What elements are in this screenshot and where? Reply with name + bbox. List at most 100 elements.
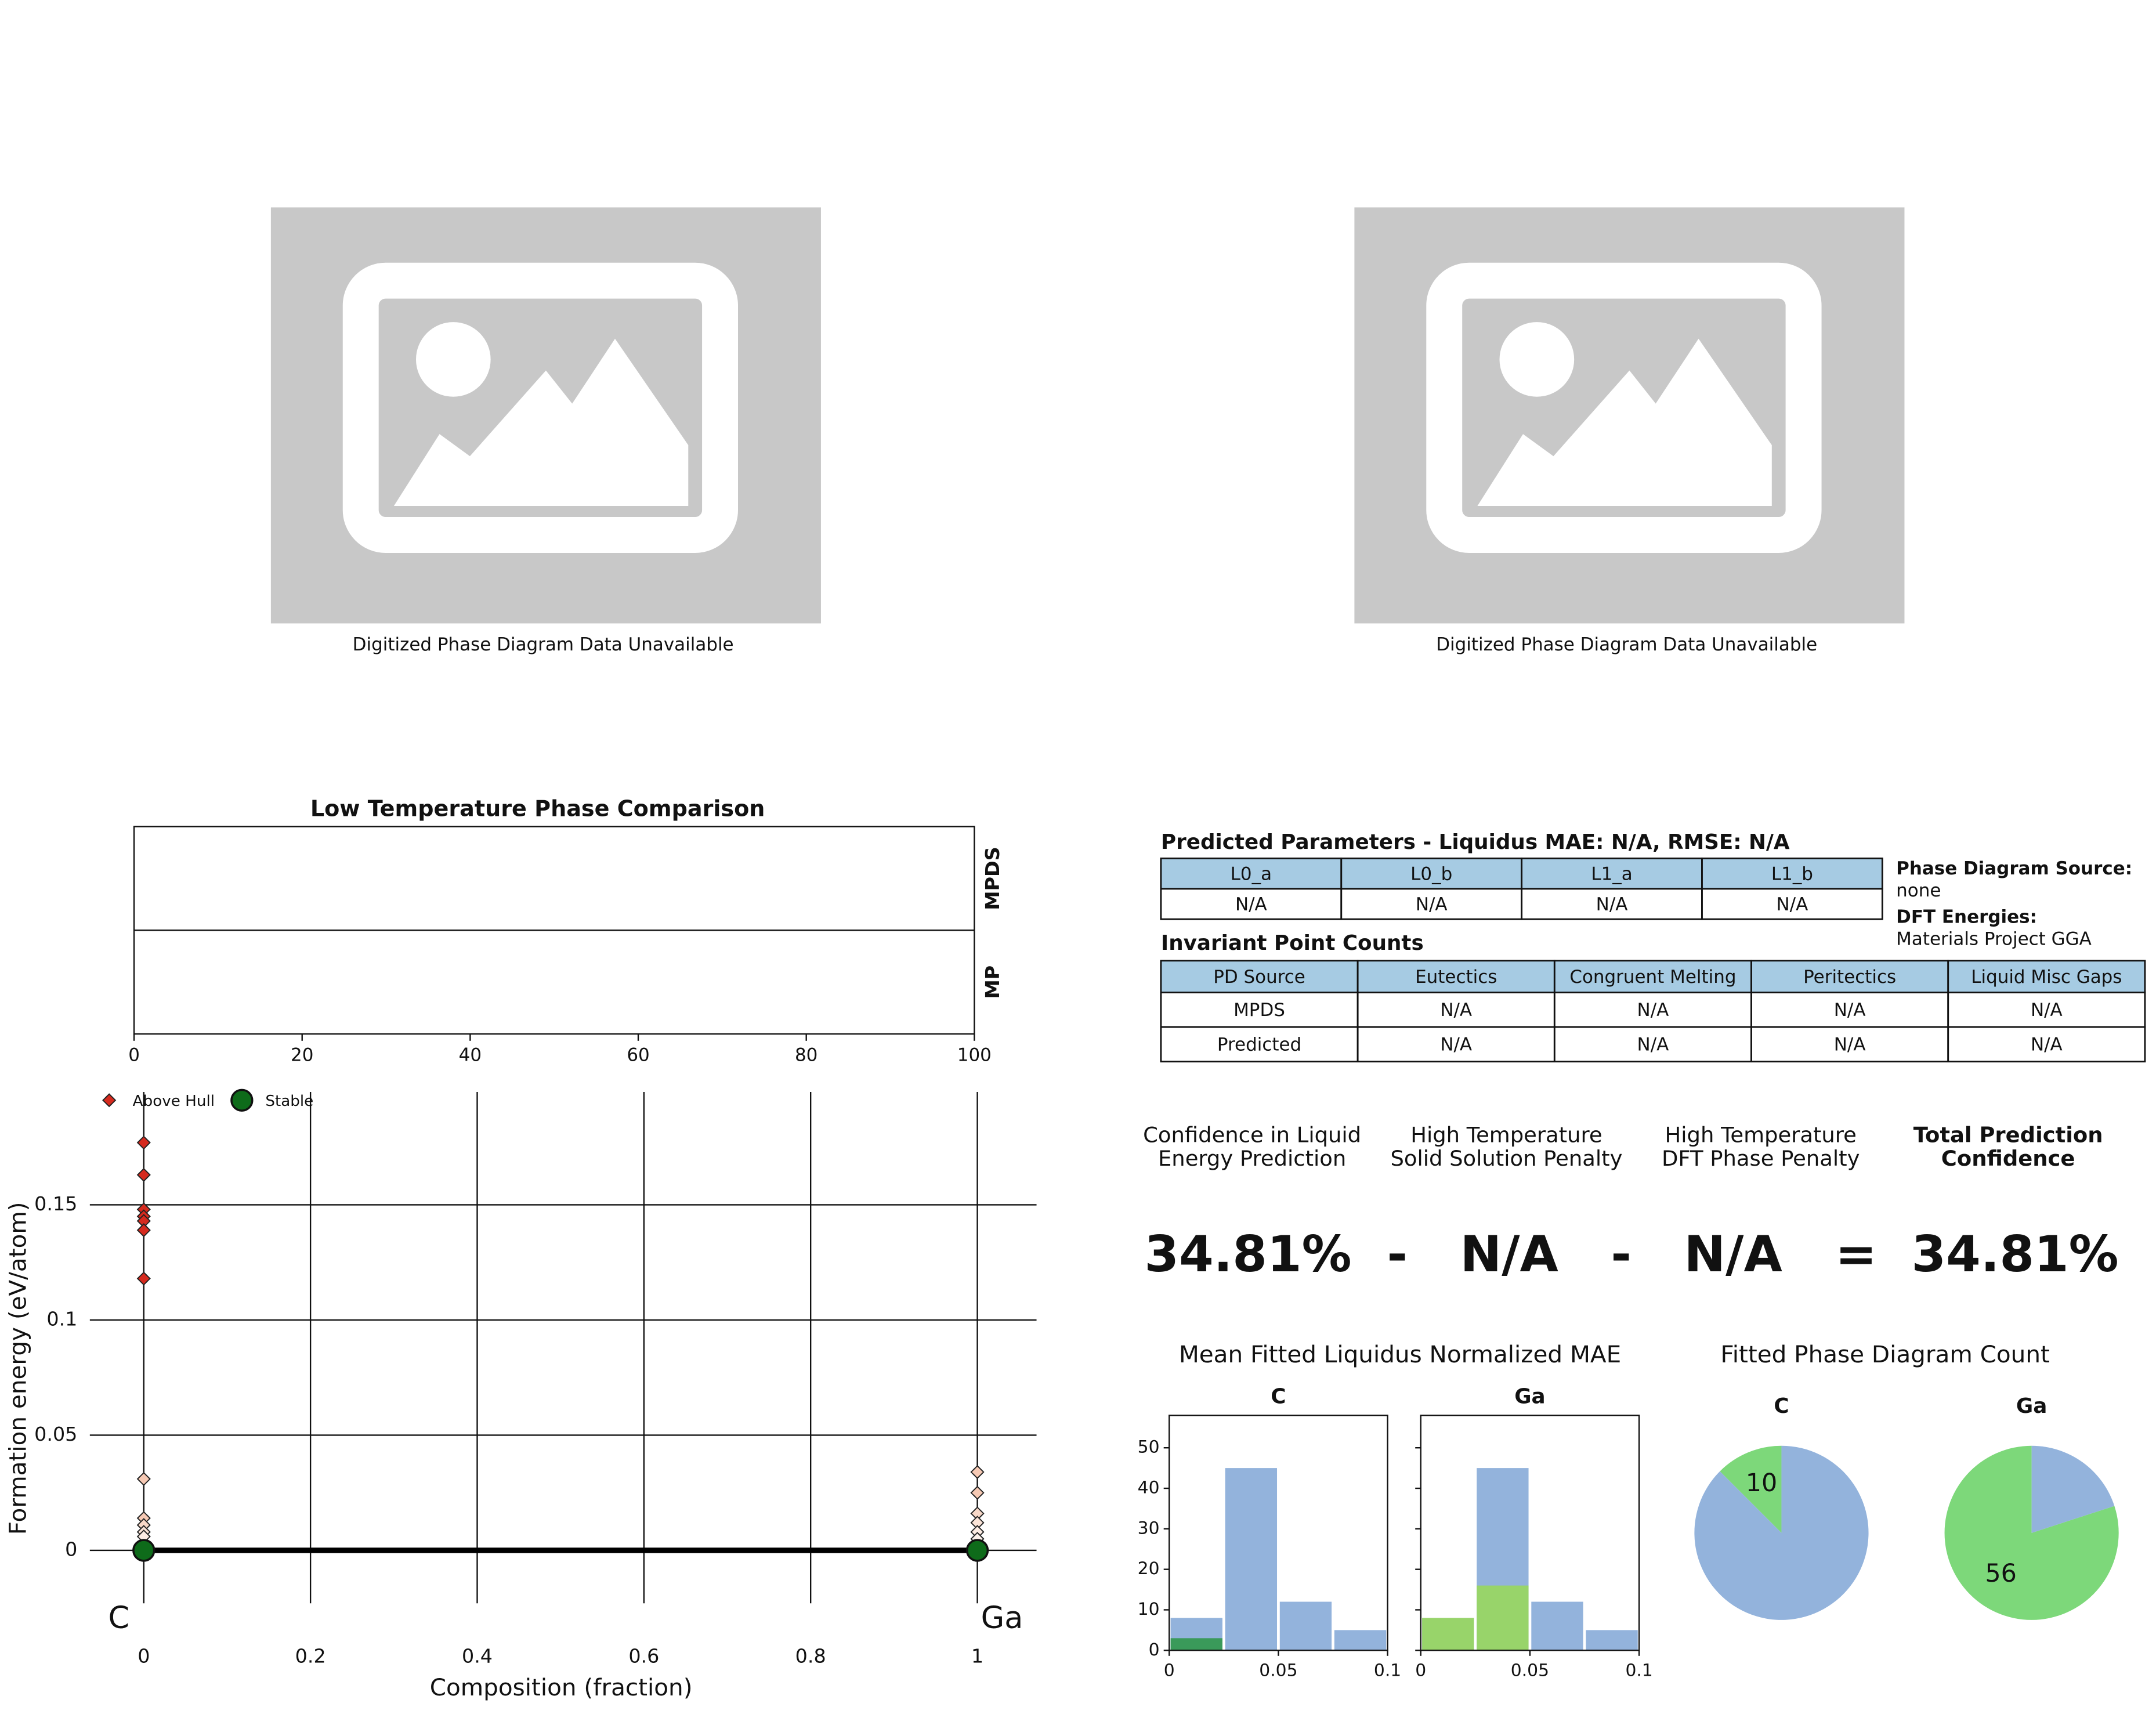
cell-text: N/A — [1637, 1000, 1669, 1021]
cell-text: N/A — [1416, 894, 1448, 915]
slice-label: 10 — [1746, 1469, 1778, 1498]
x-tick-label: 80 — [795, 1045, 817, 1066]
placeholder-sun — [415, 322, 491, 397]
x-tick-label: 100 — [957, 1045, 992, 1066]
x-tick-label: 0.4 — [462, 1645, 493, 1668]
x-tick-label: 0.05 — [1511, 1661, 1549, 1681]
cell-text: N/A — [1777, 894, 1808, 915]
header-cell — [1947, 960, 2146, 993]
cell — [1750, 1026, 1949, 1062]
cell — [1160, 888, 1343, 920]
placeholder-frame — [1426, 262, 1822, 553]
header-cell — [1701, 857, 1883, 890]
cell-text: N/A — [1834, 1035, 1866, 1055]
image-caption: Digitized Phase Diagram Data Unavailable — [353, 634, 734, 655]
point — [970, 1465, 985, 1480]
term-label: Confidence — [1941, 1146, 2075, 1171]
cell-text: N/A — [1440, 1000, 1472, 1021]
term-label: DFT Phase Penalty — [1662, 1146, 1860, 1171]
histogram-bar — [1586, 1630, 1638, 1651]
category-label: MP — [981, 966, 1004, 999]
cell-text: N/A — [1637, 1035, 1669, 1055]
header-cell — [1356, 960, 1555, 993]
chart-title: Ga — [2016, 1394, 2047, 1418]
y-tick-label: 40 — [1138, 1478, 1160, 1498]
header-cell — [1160, 857, 1343, 890]
legend-label: Above Hull — [133, 1093, 215, 1110]
point — [136, 1136, 151, 1150]
x-tick-label: 0 — [138, 1645, 150, 1668]
term-label: High Temperature — [1665, 1123, 1857, 1148]
cell — [1356, 1026, 1555, 1062]
x-axis-label: Composition (fraction) — [430, 1673, 693, 1701]
pie-slice — [1720, 1445, 1782, 1533]
histogram-bar — [1170, 1638, 1222, 1651]
x-tick-label: 0.2 — [295, 1645, 326, 1668]
point — [965, 1539, 989, 1562]
header-text: Eutectics — [1415, 967, 1497, 988]
plot-frame — [1420, 1415, 1640, 1651]
point — [132, 1539, 155, 1562]
y-tick-label: 0 — [1149, 1640, 1160, 1660]
histogram-bar — [1477, 1585, 1529, 1651]
term-label: High Temperature — [1410, 1123, 1602, 1148]
term-value: N/A — [1684, 1225, 1782, 1283]
y-tick-label: 0.05 — [34, 1423, 77, 1445]
header-text: L1_b — [1771, 863, 1813, 884]
annotation: Ga — [981, 1600, 1023, 1636]
x-tick-label: 20 — [291, 1045, 313, 1066]
cell — [1947, 1026, 2146, 1062]
term-value: N/A — [1460, 1225, 1558, 1283]
operator: - — [1387, 1225, 1408, 1283]
cell-text: N/A — [1596, 894, 1628, 915]
cell-text: Predicted — [1217, 1035, 1301, 1055]
y-axis-label: Formation energy (eV/atom) — [3, 1202, 31, 1535]
term-label: Solid Solution Penalty — [1390, 1146, 1622, 1171]
term-value: 34.81% — [1144, 1225, 1351, 1283]
x-tick-label: 0.8 — [795, 1645, 826, 1668]
y-tick-label: 10 — [1138, 1599, 1160, 1619]
cell-text: N/A — [2031, 1000, 2063, 1021]
x-tick-label: 0 — [1164, 1661, 1175, 1681]
term-label: Energy Prediction — [1158, 1146, 1346, 1171]
source-value: Materials Project GGA — [1896, 928, 2092, 949]
histogram-bar — [1225, 1468, 1278, 1651]
header-text: Peritectics — [1803, 967, 1896, 988]
pie-slice — [2031, 1445, 2115, 1533]
operator: = — [1835, 1225, 1877, 1283]
x-tick-label: 0.1 — [1374, 1661, 1401, 1681]
cell — [1947, 992, 2146, 1028]
y-tick-label: 20 — [1138, 1558, 1160, 1579]
x-tick-label: 0 — [128, 1045, 140, 1066]
cell-text: N/A — [1235, 894, 1267, 915]
placeholder-mountain — [393, 338, 689, 506]
x-tick-label: 0 — [1415, 1661, 1426, 1681]
header-text: Liquid Misc Gaps — [1971, 967, 2122, 988]
header-text: PD Source — [1213, 967, 1305, 988]
y-tick-label: 0.15 — [34, 1192, 77, 1215]
x-tick-label: 0.1 — [1625, 1661, 1652, 1681]
placeholder-mountain — [1477, 338, 1772, 506]
header-text: L0_b — [1410, 863, 1452, 884]
x-tick-label: 0.05 — [1259, 1661, 1297, 1681]
cell — [1356, 992, 1555, 1028]
table-title: Invariant Point Counts — [1161, 931, 1424, 955]
point — [136, 1471, 151, 1486]
header-cell — [1340, 857, 1523, 890]
term-label: Confidence in Liquid — [1143, 1123, 1361, 1148]
histogram-bar — [1279, 1601, 1332, 1651]
header-text: L0_a — [1231, 863, 1272, 884]
point — [136, 1167, 151, 1182]
point — [136, 1271, 151, 1286]
plot-frame — [1169, 1415, 1388, 1651]
y-tick-label: 0.1 — [46, 1307, 77, 1330]
operator: - — [1611, 1225, 1632, 1283]
legend-symbol — [102, 1093, 117, 1108]
cell — [1701, 888, 1883, 920]
table-title: Predicted Parameters - Liquidus MAE: N/A… — [1161, 830, 1790, 854]
slice-label: 56 — [1985, 1559, 2017, 1588]
y-tick-label: 50 — [1138, 1437, 1160, 1458]
x-tick-label: 60 — [627, 1045, 649, 1066]
